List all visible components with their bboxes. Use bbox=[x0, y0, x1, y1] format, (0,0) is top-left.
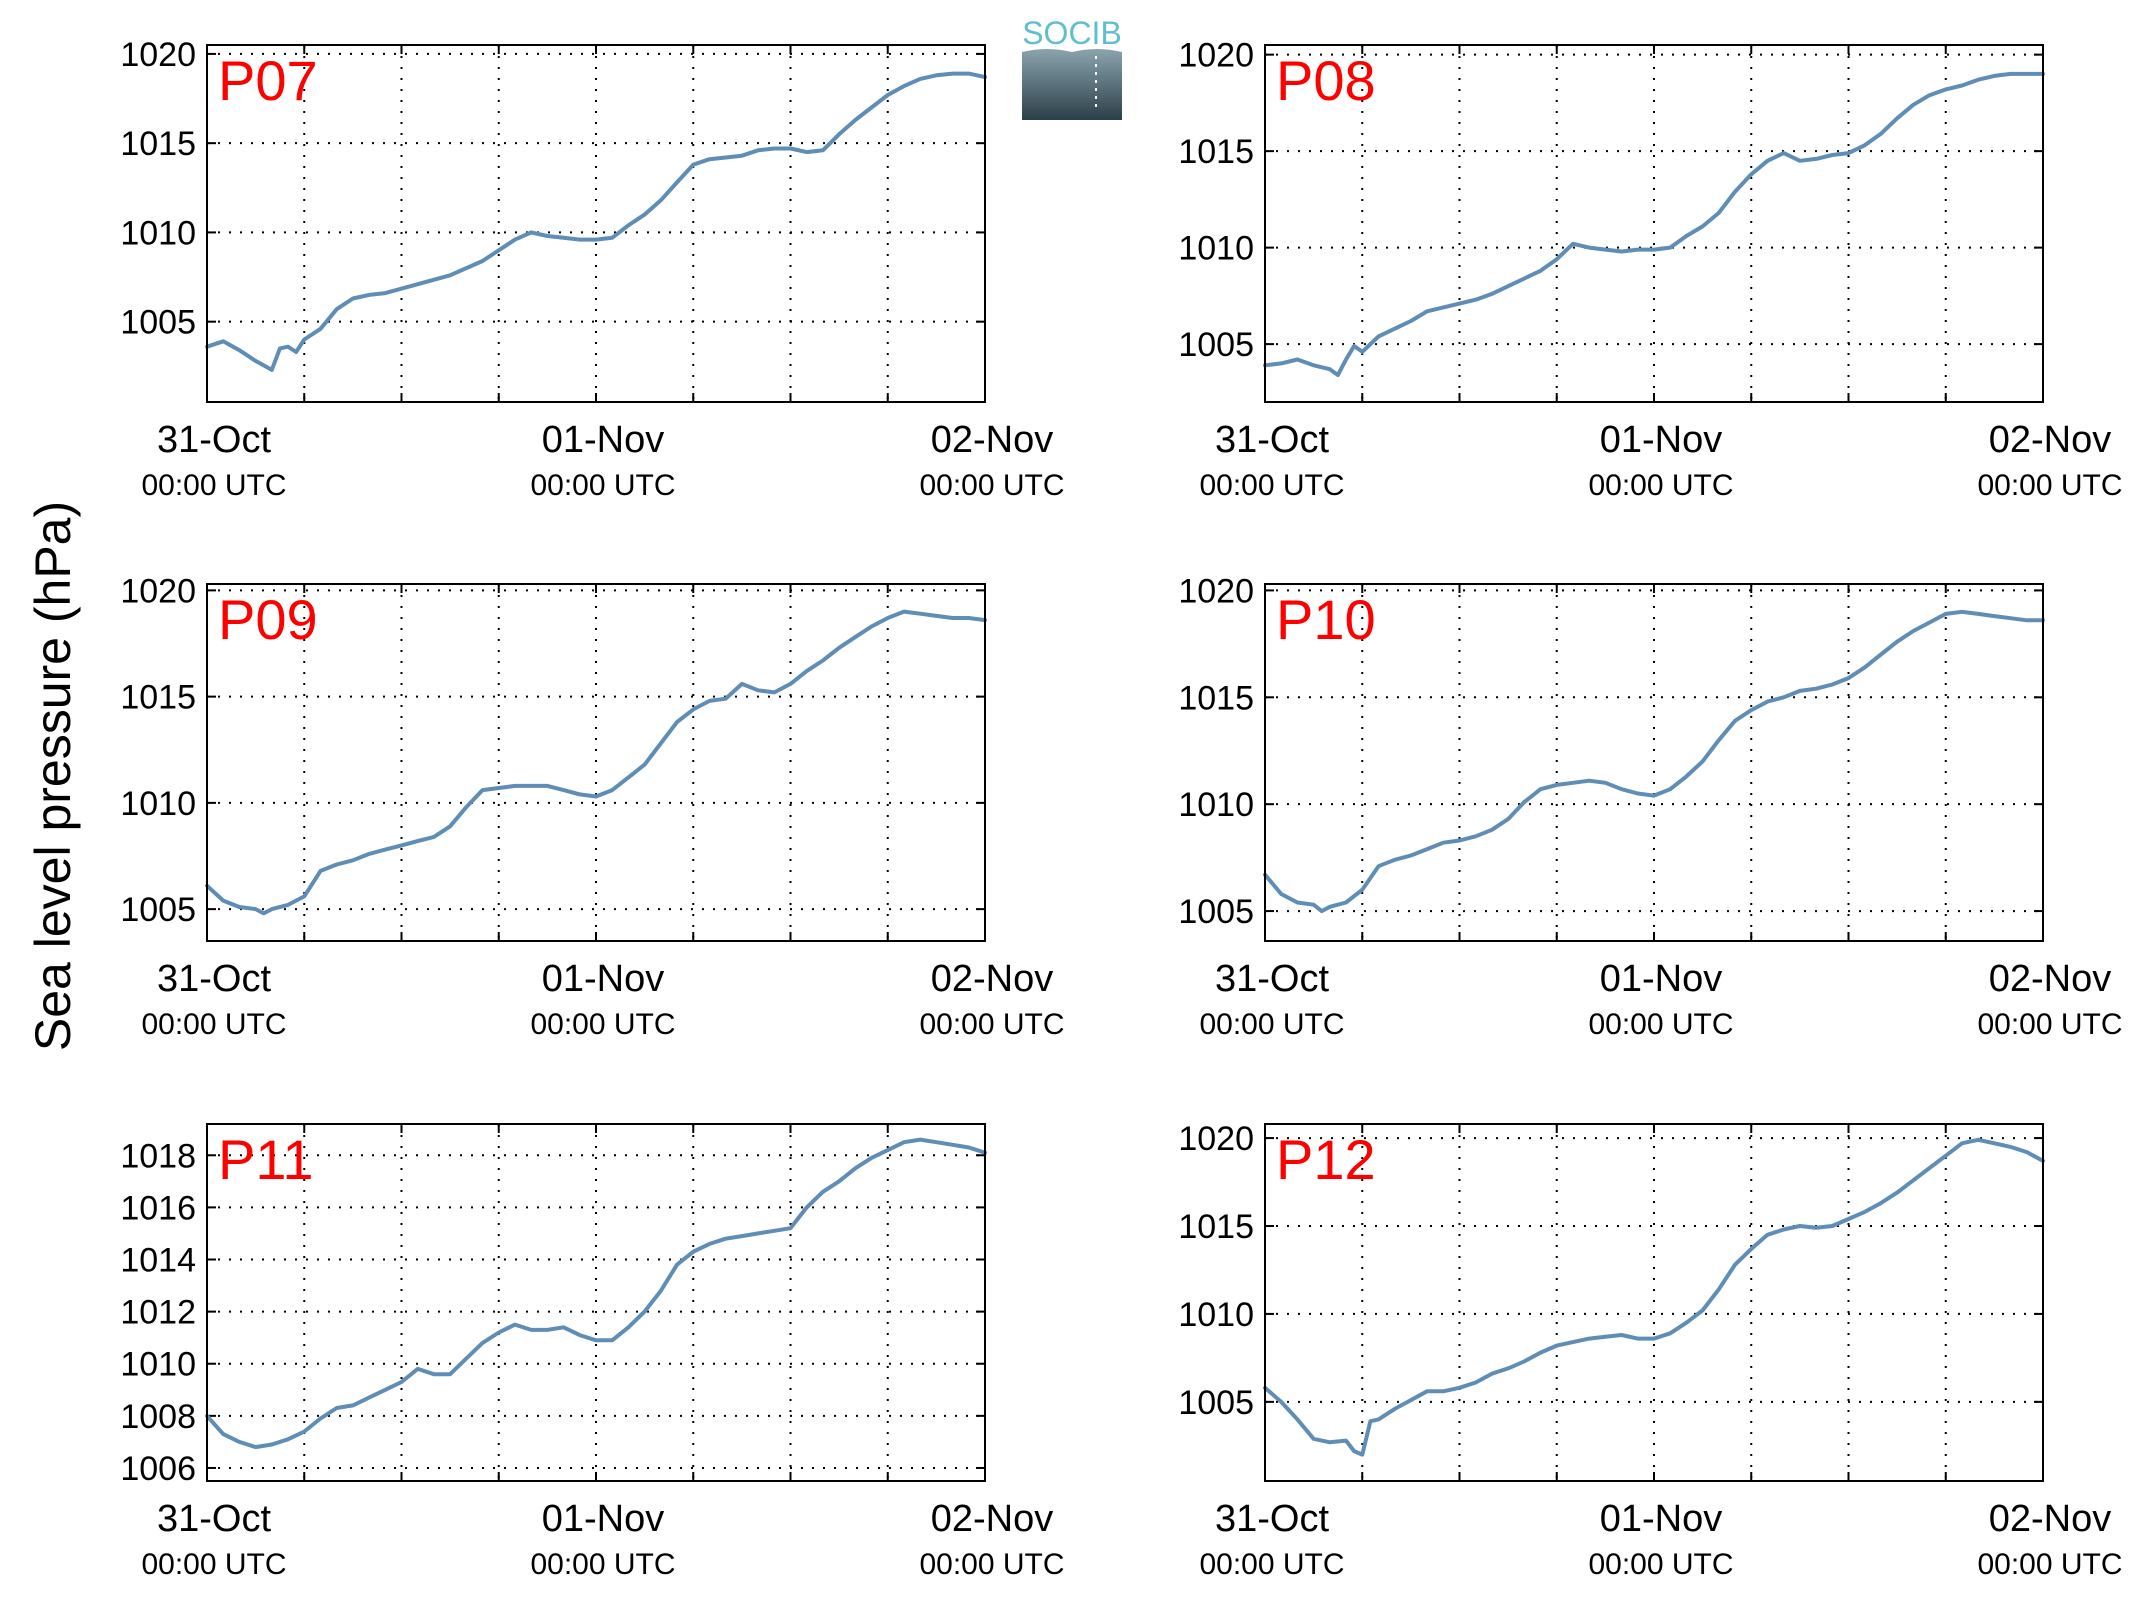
x-tick-time-label: 00:00 UTC bbox=[1977, 1008, 2122, 1041]
x-tick-time-label: 00:00 UTC bbox=[530, 469, 675, 502]
x-tick-date-label: 31-Oct bbox=[1215, 958, 1329, 1000]
logo-text: SOCIB bbox=[1022, 15, 1122, 51]
x-tick-date-label: 02-Nov bbox=[1989, 419, 2112, 461]
y-tick-label: 1016 bbox=[120, 1189, 196, 1227]
pressure-series-line bbox=[1263, 71, 2045, 377]
y-tick-label: 1010 bbox=[120, 1346, 196, 1384]
plot-frame bbox=[1264, 1123, 2044, 1482]
chart-panel-p11: 1006 1008 1010 1012 1014 1016 1018 P11 31-Oct 00:… bbox=[120, 1123, 1065, 1581]
plot-frame bbox=[206, 583, 986, 942]
x-tick-date-label: 01-Nov bbox=[542, 419, 665, 461]
y-tick-label: 1010 bbox=[120, 214, 196, 252]
y-tick-label: 1014 bbox=[120, 1242, 196, 1280]
pressure-series-line bbox=[1263, 1137, 2045, 1457]
station-label: P12 bbox=[1276, 1128, 1376, 1191]
plot-frame bbox=[1264, 583, 2044, 942]
chart-panel-p07: 1005 1010 1015 1020 P07 31-Oct 00:00 UTC 01-Nov… bbox=[120, 36, 1064, 502]
pressure-series-line bbox=[205, 609, 987, 916]
x-tick-date-label: 31-Oct bbox=[157, 1498, 271, 1540]
x-tick-time-label: 00:00 UTC bbox=[1977, 469, 2122, 502]
station-label: P10 bbox=[1276, 588, 1376, 651]
station-label: P11 bbox=[218, 1128, 313, 1191]
station-label: P09 bbox=[218, 588, 318, 651]
socib-logo: SOCIB bbox=[1022, 15, 1122, 120]
x-tick-date-label: 31-Oct bbox=[157, 419, 271, 461]
y-tick-label: 1010 bbox=[1178, 786, 1254, 824]
y-tick-label: 1020 bbox=[120, 36, 196, 74]
y-tick-label: 1006 bbox=[120, 1450, 196, 1488]
y-tick-label: 1015 bbox=[1178, 133, 1254, 171]
y-tick-label: 1015 bbox=[120, 125, 196, 163]
y-tick-label: 1012 bbox=[120, 1294, 196, 1332]
x-tick-date-label: 31-Oct bbox=[157, 958, 271, 1000]
y-tick-label: 1005 bbox=[1178, 326, 1254, 364]
x-tick-time-label: 00:00 UTC bbox=[530, 1548, 675, 1581]
y-tick-label: 1005 bbox=[120, 304, 196, 342]
y-tick-label: 1015 bbox=[120, 679, 196, 717]
y-tick-label: 1020 bbox=[1178, 572, 1254, 610]
plot-frame bbox=[206, 1123, 986, 1482]
y-tick-label: 1005 bbox=[120, 891, 196, 929]
y-axis-label: Sea level pressure (hPa) bbox=[25, 501, 81, 1051]
y-tick-label: 1020 bbox=[120, 572, 196, 610]
x-tick-time-label: 00:00 UTC bbox=[1977, 1548, 2122, 1581]
y-tick-label: 1010 bbox=[1178, 1296, 1254, 1334]
y-tick-label: 1015 bbox=[1178, 679, 1254, 717]
x-tick-time-label: 00:00 UTC bbox=[141, 469, 286, 502]
y-tick-label: 1010 bbox=[1178, 230, 1254, 268]
station-label: P07 bbox=[218, 49, 318, 112]
plot-frame bbox=[206, 44, 986, 403]
x-tick-time-label: 00:00 UTC bbox=[1199, 1008, 1344, 1041]
x-tick-date-label: 31-Oct bbox=[1215, 419, 1329, 461]
chart-panel-p12: 1005 1010 1015 1020 P12 31-Oct 00:00 UTC 01-Nov… bbox=[1178, 1120, 2122, 1581]
y-tick-label: 1018 bbox=[120, 1137, 196, 1175]
y-tick-label: 1020 bbox=[1178, 1120, 1254, 1158]
y-tick-label: 1010 bbox=[120, 785, 196, 823]
y-tick-label: 1005 bbox=[1178, 893, 1254, 931]
station-label: P08 bbox=[1276, 49, 1376, 112]
chart-panel-p08: 1005 1010 1015 1020 P08 31-Oct 00:00 UTC 01-Nov… bbox=[1178, 37, 2122, 502]
x-tick-time-label: 00:00 UTC bbox=[919, 1548, 1064, 1581]
y-tick-label: 1008 bbox=[120, 1398, 196, 1436]
x-tick-time-label: 00:00 UTC bbox=[1588, 1008, 1733, 1041]
chart-panel-p09: 1005 1010 1015 1020 P09 31-Oct 00:00 UTC 01-Nov… bbox=[120, 572, 1064, 1041]
logo-block bbox=[1022, 49, 1122, 120]
x-tick-date-label: 31-Oct bbox=[1215, 1498, 1329, 1540]
x-tick-date-label: 01-Nov bbox=[1600, 419, 1723, 461]
x-tick-time-label: 00:00 UTC bbox=[141, 1548, 286, 1581]
x-tick-date-label: 01-Nov bbox=[542, 1498, 665, 1540]
plot-frame bbox=[1264, 44, 2044, 403]
x-tick-time-label: 00:00 UTC bbox=[919, 469, 1064, 502]
y-tick-label: 1015 bbox=[1178, 1208, 1254, 1246]
x-tick-time-label: 00:00 UTC bbox=[1588, 1548, 1733, 1581]
x-tick-date-label: 02-Nov bbox=[1989, 958, 2112, 1000]
pressure-series-line bbox=[205, 71, 987, 372]
x-tick-time-label: 00:00 UTC bbox=[1199, 469, 1344, 502]
x-tick-time-label: 00:00 UTC bbox=[919, 1008, 1064, 1041]
x-tick-date-label: 02-Nov bbox=[1989, 1498, 2112, 1540]
x-tick-date-label: 01-Nov bbox=[1600, 1498, 1723, 1540]
pressure-series-line bbox=[1263, 609, 2045, 914]
y-tick-label: 1005 bbox=[1178, 1384, 1254, 1422]
x-tick-time-label: 00:00 UTC bbox=[141, 1008, 286, 1041]
x-tick-date-label: 01-Nov bbox=[1600, 958, 1723, 1000]
x-tick-date-label: 02-Nov bbox=[931, 419, 1054, 461]
x-tick-date-label: 02-Nov bbox=[931, 958, 1054, 1000]
x-tick-time-label: 00:00 UTC bbox=[1588, 469, 1733, 502]
x-tick-time-label: 00:00 UTC bbox=[530, 1008, 675, 1041]
pressure-series-line bbox=[205, 1137, 987, 1450]
x-tick-date-label: 02-Nov bbox=[931, 1498, 1054, 1540]
y-tick-label: 1020 bbox=[1178, 37, 1254, 75]
chart-panel-p10: 1005 1010 1015 1020 P10 31-Oct 00:00 UTC 01-Nov… bbox=[1178, 572, 2122, 1041]
x-tick-time-label: 00:00 UTC bbox=[1199, 1548, 1344, 1581]
x-tick-date-label: 01-Nov bbox=[542, 958, 665, 1000]
